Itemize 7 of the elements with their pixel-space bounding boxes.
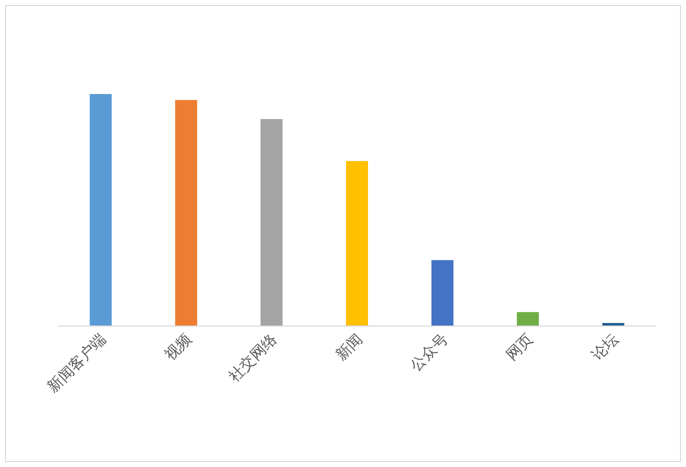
x-tick-label: 社交网络: [225, 330, 280, 386]
x-tick-label: 新闻客户端: [44, 330, 110, 396]
x-tick-label: 网页: [502, 330, 537, 364]
x-tick-label: 公众号: [406, 330, 452, 375]
x-tick-label: 新闻: [332, 330, 366, 364]
x-tick-label: 论坛: [588, 330, 622, 364]
x-tick-label: 视频: [161, 330, 195, 364]
